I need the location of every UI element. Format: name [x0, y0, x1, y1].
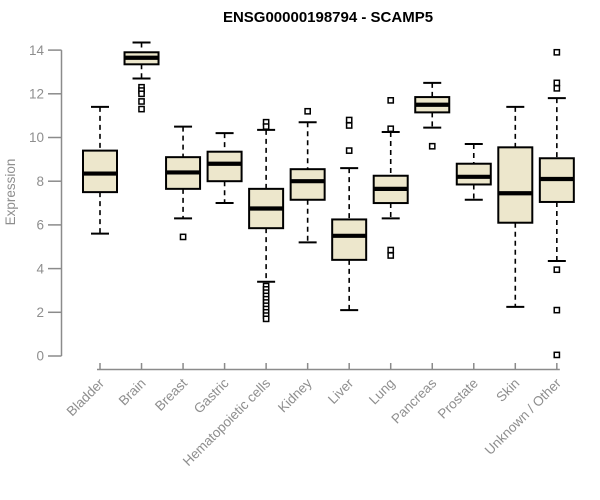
iqr-box — [455, 162, 492, 186]
outlier-point — [553, 84, 561, 92]
outlier-point — [345, 116, 353, 124]
y-tick-label-10: 10 — [29, 130, 44, 145]
box-group-lung — [372, 97, 409, 259]
box-group-gastric — [206, 132, 243, 205]
x-tick-label-prostate: Prostate — [435, 376, 481, 422]
y-tick-label-0: 0 — [36, 349, 44, 364]
iqr-box — [82, 149, 118, 194]
outlier-point — [138, 105, 145, 113]
iqr-box — [206, 150, 243, 183]
outlier-point — [138, 90, 145, 98]
y-tick-label-2: 2 — [36, 305, 44, 320]
outlier-point — [138, 98, 145, 105]
x-tick-label-breast: Breast — [152, 375, 190, 413]
x-tick-label-unknown-other: Unknown / Other — [482, 375, 565, 458]
outlier-point — [387, 246, 395, 254]
x-tick-label-kidney: Kidney — [275, 375, 315, 415]
outlier-point — [345, 147, 353, 154]
iqr-box — [497, 146, 534, 224]
outlier-point — [387, 252, 395, 259]
x-tick-label-skin: Skin — [493, 376, 522, 405]
box-group-kidney — [289, 107, 326, 244]
outlier-point — [553, 266, 561, 274]
outlier-point — [553, 79, 561, 87]
box-group-skin — [497, 105, 534, 308]
iqr-box — [331, 218, 368, 261]
y-tick-label-12: 12 — [29, 87, 44, 102]
box-series — [82, 41, 575, 359]
outlier-point — [428, 142, 436, 150]
outlier-point — [553, 351, 561, 359]
y-tick-label-4: 4 — [36, 261, 44, 276]
chart-title: ENSG00000198794 - SCAMP5 — [223, 9, 433, 26]
outlier-point — [262, 315, 270, 323]
x-tick-label-brain: Brain — [116, 376, 149, 409]
box-group-hematopoietic-cells — [248, 118, 285, 323]
y-axis-label: Expression — [3, 159, 18, 226]
outlier-point — [262, 123, 270, 130]
x-tick-label-pancreas: Pancreas — [388, 375, 439, 426]
y-tick-label-6: 6 — [36, 218, 44, 233]
outlier-point — [387, 125, 395, 133]
box-group-unknown-other — [538, 48, 575, 359]
iqr-box — [289, 168, 326, 201]
x-tick-label-liver: Liver — [325, 375, 357, 407]
box-group-breast — [165, 125, 202, 241]
box-group-bladder — [82, 105, 118, 235]
x-tick-label-bladder: Bladder — [64, 375, 108, 419]
outlier-point — [553, 306, 561, 314]
outlier-point — [345, 122, 353, 129]
outlier-point — [304, 107, 311, 115]
outlier-point — [553, 48, 561, 56]
box-group-prostate — [455, 143, 492, 201]
y-tick-label-8: 8 — [36, 174, 44, 189]
box-group-liver — [331, 116, 368, 312]
x-tick-label-lung: Lung — [366, 376, 398, 408]
box-group-brain — [123, 41, 160, 113]
outlier-point — [179, 233, 187, 241]
y-tick-label-14: 14 — [29, 43, 45, 58]
x-tick-label-gastric: Gastric — [191, 375, 232, 416]
outlier-point — [387, 97, 395, 104]
box-group-pancreas — [414, 81, 451, 150]
